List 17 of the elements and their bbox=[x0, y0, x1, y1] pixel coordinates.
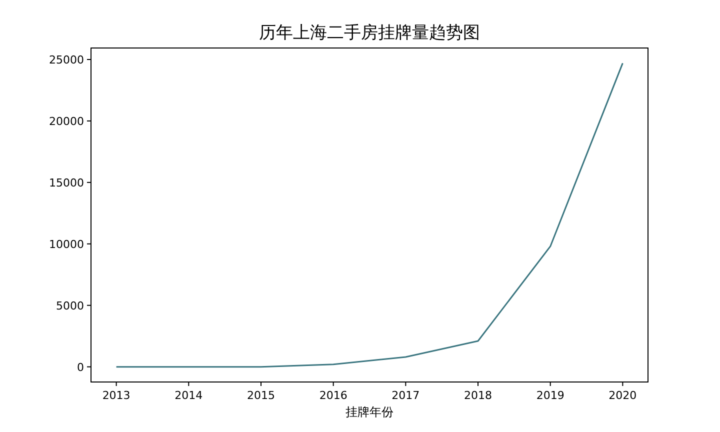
y-tick-label: 5000 bbox=[56, 299, 84, 312]
x-tick-label: 2014 bbox=[174, 389, 203, 402]
x-tick-label: 2016 bbox=[319, 389, 348, 402]
line-series bbox=[116, 62, 624, 368]
y-tick-label: 0 bbox=[77, 360, 84, 374]
y-tick-label: 20000 bbox=[49, 114, 84, 128]
x-tick-label: 2013 bbox=[102, 389, 130, 402]
x-tick-label: 2017 bbox=[392, 389, 420, 402]
y-tick-label: 10000 bbox=[49, 238, 84, 251]
x-axis-title: 挂牌年份 bbox=[346, 405, 394, 419]
y-tick-label: 15000 bbox=[49, 176, 84, 190]
x-tick-label: 2020 bbox=[608, 389, 637, 402]
chart-title: 历年上海二手房挂牌量趋势图 bbox=[259, 23, 480, 42]
x-tick-label: 2018 bbox=[464, 389, 492, 402]
x-tick-label: 2015 bbox=[246, 389, 275, 402]
y-tick-label: 25000 bbox=[49, 53, 84, 66]
x-tick-label: 2019 bbox=[536, 389, 564, 402]
